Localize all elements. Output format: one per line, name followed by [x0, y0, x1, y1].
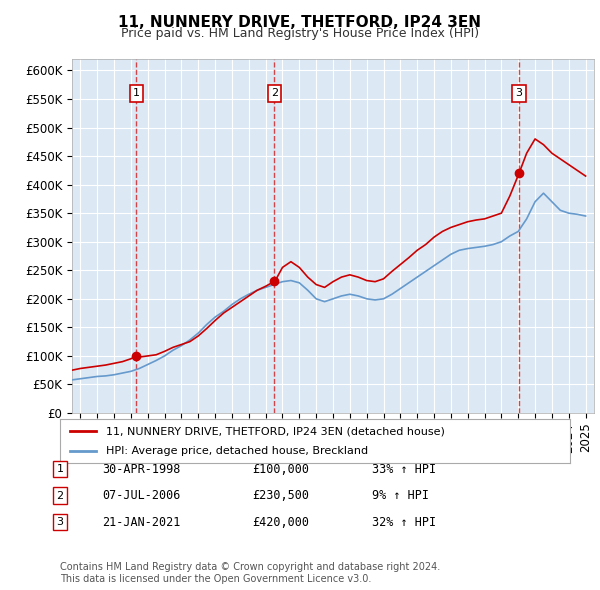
Text: Contains HM Land Registry data © Crown copyright and database right 2024.
This d: Contains HM Land Registry data © Crown c…	[60, 562, 440, 584]
Text: 30-APR-1998: 30-APR-1998	[102, 463, 181, 476]
Text: 2: 2	[271, 88, 278, 99]
Text: 32% ↑ HPI: 32% ↑ HPI	[372, 516, 436, 529]
Text: 3: 3	[56, 517, 64, 527]
Text: 1: 1	[133, 88, 140, 99]
Text: 9% ↑ HPI: 9% ↑ HPI	[372, 489, 429, 502]
Text: 33% ↑ HPI: 33% ↑ HPI	[372, 463, 436, 476]
Text: £230,500: £230,500	[252, 489, 309, 502]
Text: 11, NUNNERY DRIVE, THETFORD, IP24 3EN: 11, NUNNERY DRIVE, THETFORD, IP24 3EN	[119, 15, 482, 30]
Text: 2: 2	[56, 491, 64, 500]
Text: HPI: Average price, detached house, Breckland: HPI: Average price, detached house, Brec…	[106, 446, 368, 455]
Text: 3: 3	[515, 88, 523, 99]
Text: 21-JAN-2021: 21-JAN-2021	[102, 516, 181, 529]
Text: 07-JUL-2006: 07-JUL-2006	[102, 489, 181, 502]
Text: 11, NUNNERY DRIVE, THETFORD, IP24 3EN (detached house): 11, NUNNERY DRIVE, THETFORD, IP24 3EN (d…	[106, 427, 445, 436]
Text: 1: 1	[56, 464, 64, 474]
Text: £420,000: £420,000	[252, 516, 309, 529]
Text: £100,000: £100,000	[252, 463, 309, 476]
Text: Price paid vs. HM Land Registry's House Price Index (HPI): Price paid vs. HM Land Registry's House …	[121, 27, 479, 40]
